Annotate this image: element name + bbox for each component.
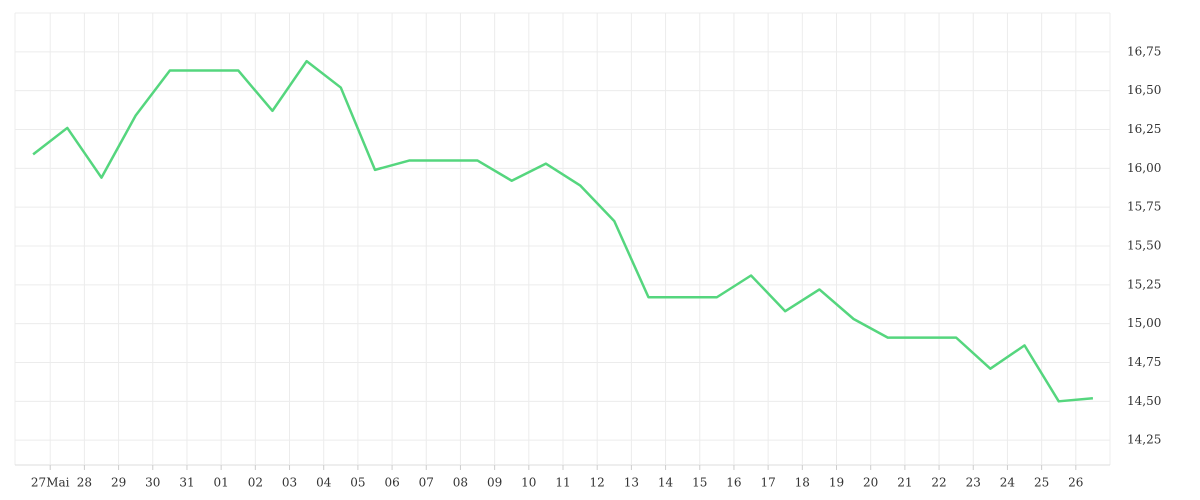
x-tick-label: 10 xyxy=(521,476,536,490)
x-tick-label: 21 xyxy=(897,476,912,490)
x-tick-label: 14 xyxy=(658,476,674,490)
x-tick-label: 06 xyxy=(384,476,399,490)
y-tick-label: 14,75 xyxy=(1127,355,1161,369)
x-tick-label: 24 xyxy=(1000,476,1016,490)
x-tick-label: 13 xyxy=(624,476,639,490)
y-tick-label: 14,50 xyxy=(1127,394,1161,408)
x-tick-label: 27Mai xyxy=(31,476,70,490)
y-tick-label: 16,50 xyxy=(1127,83,1161,97)
x-tick-label: 03 xyxy=(282,476,297,490)
y-tick-label: 16,00 xyxy=(1127,161,1161,175)
x-tick-label: 29 xyxy=(111,476,126,490)
x-tick-label: 01 xyxy=(214,476,229,490)
x-tick-label: 04 xyxy=(316,476,332,490)
y-tick-label: 16,25 xyxy=(1127,122,1161,136)
x-tick-label: 16 xyxy=(726,476,741,490)
x-tick-label: 25 xyxy=(1034,476,1049,490)
y-tick-label: 15,25 xyxy=(1127,277,1161,291)
x-tick-label: 22 xyxy=(931,476,946,490)
x-tick-label: 12 xyxy=(590,476,605,490)
x-tick-label: 19 xyxy=(829,476,844,490)
x-tick-label: 07 xyxy=(419,476,434,490)
x-tick-label: 11 xyxy=(555,476,570,490)
x-tick-label: 08 xyxy=(453,476,468,490)
x-tick-label: 31 xyxy=(179,476,194,490)
x-tick-label: 20 xyxy=(863,476,878,490)
y-tick-label: 16,75 xyxy=(1127,44,1161,58)
x-tick-label: 09 xyxy=(487,476,502,490)
x-tick-label: 05 xyxy=(350,476,365,490)
x-tick-label: 23 xyxy=(966,476,981,490)
line xyxy=(32,59,1094,403)
y-tick-label: 14,25 xyxy=(1127,433,1161,447)
x-tick-label: 26 xyxy=(1068,476,1083,490)
x-tick-label: 28 xyxy=(77,476,92,490)
y-tick-label: 15,75 xyxy=(1127,200,1161,214)
y-tick-label: 15,00 xyxy=(1127,316,1161,330)
x-tick-label: 17 xyxy=(760,476,775,490)
x-tick-label: 30 xyxy=(145,476,160,490)
y-tick-label: 15,50 xyxy=(1127,238,1161,252)
x-tick-label: 15 xyxy=(692,476,707,490)
x-tick-label: 18 xyxy=(795,476,810,490)
x-tick-label: 02 xyxy=(248,476,263,490)
